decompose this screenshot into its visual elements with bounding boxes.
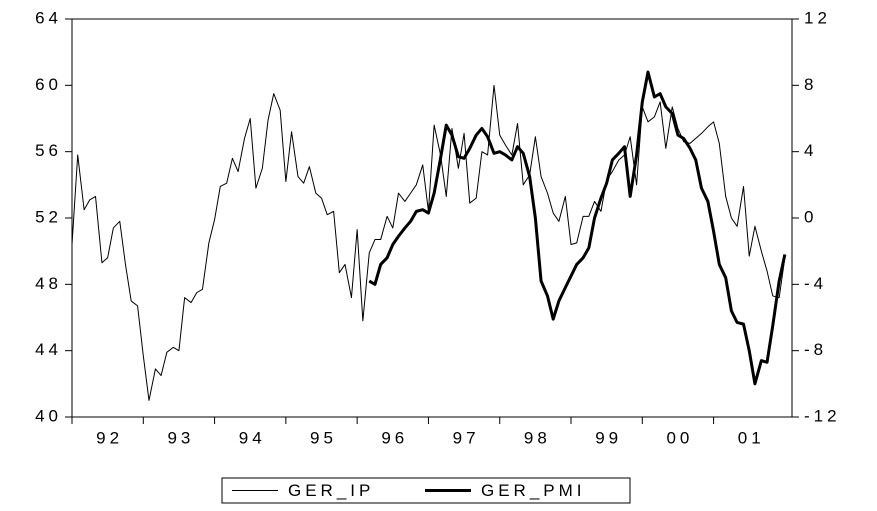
x-tick-label: 98 <box>524 428 551 447</box>
plot-frame <box>71 18 793 418</box>
x-tick-label: 99 <box>595 428 622 447</box>
y-tick-label: 44 <box>35 340 62 359</box>
y2-tick-label: -4 <box>804 274 827 293</box>
y2-tick-label: -8 <box>804 340 827 359</box>
x-tick-label: 96 <box>381 428 408 447</box>
legend-label: GER_IP <box>288 481 374 500</box>
x-tick-label: 00 <box>666 428 693 447</box>
y-tick-label: 60 <box>35 75 62 94</box>
legend-label: GER_PMI <box>481 481 586 500</box>
x-tick-label: 92 <box>96 428 123 447</box>
legend-box <box>221 477 631 504</box>
y2-tick-label: 8 <box>804 75 817 94</box>
y-tick-label: 64 <box>35 8 62 27</box>
y2-tick-label: 4 <box>804 141 817 160</box>
y2-tick-label: 12 <box>804 8 831 27</box>
y-tick-label: 48 <box>35 274 62 293</box>
x-tick-label: 94 <box>239 428 266 447</box>
x-tick-label: 01 <box>738 428 765 447</box>
x-tick-label: 93 <box>167 428 194 447</box>
x-tick-label: 95 <box>310 428 337 447</box>
x-tick-label: 97 <box>453 428 480 447</box>
y-tick-label: 40 <box>35 406 62 425</box>
y-tick-label: 56 <box>35 141 62 160</box>
y2-tick-label: 0 <box>804 207 817 226</box>
y2-tick-label: -12 <box>804 406 841 425</box>
series-line <box>368 70 787 386</box>
y-tick-label: 52 <box>35 207 62 226</box>
